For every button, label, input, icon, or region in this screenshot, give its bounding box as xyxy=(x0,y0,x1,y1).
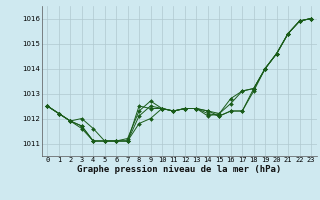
X-axis label: Graphe pression niveau de la mer (hPa): Graphe pression niveau de la mer (hPa) xyxy=(77,165,281,174)
